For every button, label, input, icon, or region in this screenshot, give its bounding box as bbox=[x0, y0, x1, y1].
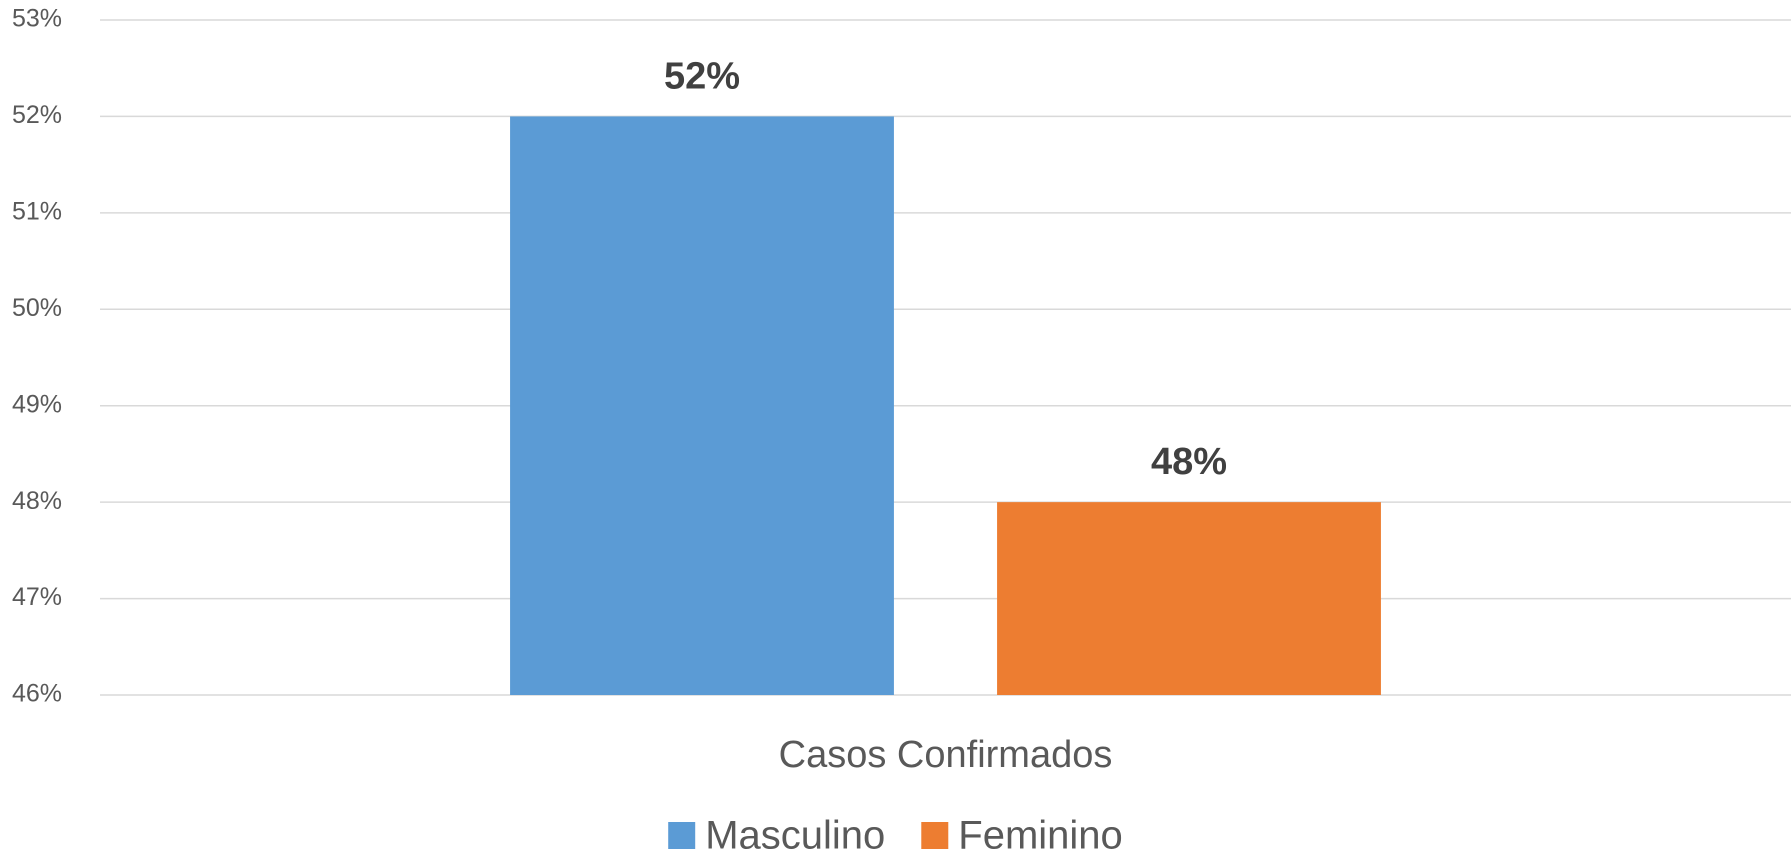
bar bbox=[997, 502, 1381, 695]
y-tick-label: 51% bbox=[12, 197, 62, 225]
legend-swatch bbox=[668, 822, 696, 849]
y-tick-label: 53% bbox=[12, 5, 62, 33]
y-tick-label: 49% bbox=[12, 390, 62, 418]
y-tick-label: 46% bbox=[12, 680, 62, 708]
y-tick-label: 47% bbox=[12, 583, 62, 611]
legend-label: Feminino bbox=[958, 814, 1123, 858]
y-tick-label: 50% bbox=[12, 294, 62, 322]
legend-swatch bbox=[921, 822, 949, 849]
data-label: 48% bbox=[1151, 441, 1227, 483]
data-label: 52% bbox=[664, 55, 740, 97]
x-tick-label: Casos Confirmados bbox=[779, 734, 1113, 776]
bar bbox=[510, 116, 894, 695]
legend-label: Masculino bbox=[705, 814, 885, 858]
y-tick-label: 52% bbox=[12, 101, 62, 129]
y-tick-label: 48% bbox=[12, 487, 62, 515]
